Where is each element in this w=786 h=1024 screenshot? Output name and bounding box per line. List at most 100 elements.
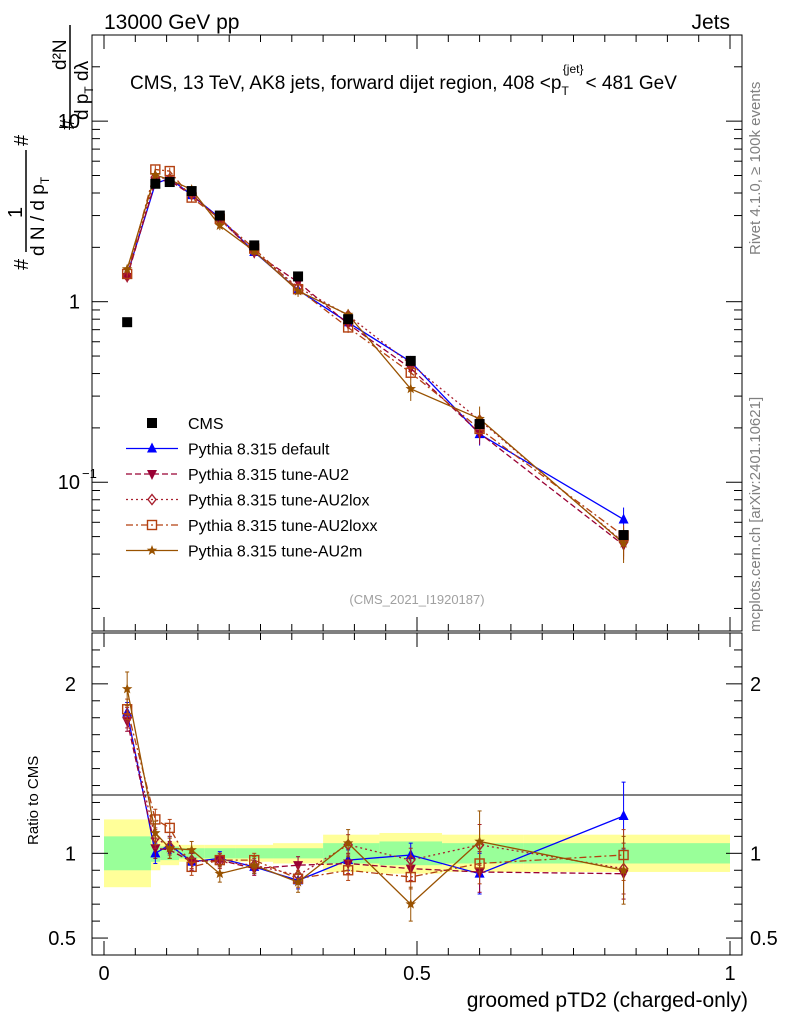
- cms-data-point: [214, 210, 225, 221]
- ratio-point-au2loxx: [186, 861, 197, 873]
- main-y-tick-label: 10: [58, 472, 80, 494]
- main-y-tick-label: 10: [58, 111, 80, 133]
- ratio-y-tick-label-right: 0.5: [750, 928, 778, 950]
- cms-data-point: [618, 530, 629, 541]
- legend-marker-cms: [147, 418, 157, 428]
- ratio-point-au2: [150, 844, 161, 855]
- ratio-y-tick-label-right: 1: [750, 843, 761, 865]
- legend-label-default: Pythia 8.315 default: [188, 442, 330, 459]
- series-line-au2: [126, 179, 624, 546]
- chart-title: CMS, 13 TeV, AK8 jets, forward dijet reg…: [130, 62, 677, 98]
- ratio-band-inner: [273, 848, 324, 859]
- series-point-au2loxx: [405, 367, 416, 378]
- ratio-point-au2m: [214, 868, 226, 879]
- series-point-au2m: [618, 537, 629, 548]
- series-point-default: [618, 513, 629, 524]
- analysis-watermark: (CMS_2021_I1920187): [349, 592, 484, 607]
- ratio-y-tick-label: 2: [65, 674, 76, 696]
- ratio-point-au2m: [186, 844, 197, 855]
- legend-entry-au2lox: Pythia 8.315 tune-AU2lox: [126, 493, 369, 510]
- series-au2loxx: [121, 164, 629, 549]
- legend-entry-cms: CMS: [147, 416, 224, 433]
- series-point-au2m: [249, 245, 260, 256]
- x-axis-label: groomed pTD2 (charged-only): [467, 989, 748, 1012]
- legend-marker-au2: [147, 470, 157, 480]
- cms-data-point: [164, 177, 175, 188]
- ratio-point-default: [618, 810, 629, 821]
- svg-text:d pT dλ: d pT dλ: [72, 60, 96, 120]
- svg-text:#: #: [57, 118, 79, 130]
- ratio-point-au2loxx: [214, 854, 226, 866]
- ratio-point-au2m: [474, 835, 485, 846]
- svg-text:#: #: [11, 134, 33, 146]
- legend-marker-default: [147, 442, 157, 453]
- svg-text:#: #: [11, 258, 33, 270]
- x-tick-label: 0.5: [403, 963, 431, 985]
- series-point-au2m: [342, 309, 354, 320]
- series-point-au2m: [214, 220, 226, 231]
- series-line-au2lox: [126, 176, 625, 543]
- ratio-point-au2m: [150, 827, 161, 838]
- ratio-y-tick-label: 1: [65, 843, 76, 865]
- rivet-version-label: Rivet 4.1.0, ≥ 100k events: [747, 82, 764, 255]
- ratio-point-au2m: [618, 864, 629, 875]
- series-line-au2loxx: [126, 168, 624, 537]
- legend-label-au2lox: Pythia 8.315 tune-AU2lox: [188, 493, 369, 510]
- legend-marker-au2lox: [147, 493, 157, 506]
- cms-data-point: [249, 240, 260, 251]
- cms-data-point: [186, 186, 197, 197]
- series-point-au2m: [405, 383, 416, 394]
- legend-label-cms: CMS: [188, 416, 224, 433]
- legend-label-au2m: Pythia 8.315 tune-AU2m: [188, 544, 362, 561]
- legend-entry-au2: Pythia 8.315 tune-AU2: [126, 467, 349, 484]
- ratio-point-au2m: [249, 859, 260, 870]
- cms-data-point: [122, 317, 133, 328]
- x-tick-label: 0: [98, 963, 109, 985]
- ratio-point-au2loxx: [405, 871, 416, 883]
- ratio-line-au2lox: [126, 717, 624, 876]
- ratio-point-au2m: [164, 842, 175, 853]
- x-tick-label: 1: [724, 963, 735, 985]
- header-right-label: Jets: [691, 11, 730, 34]
- ratio-point-au2loxx: [164, 822, 175, 834]
- ratio-y-tick-label-right: 2: [750, 674, 761, 696]
- legend-marker-au2loxx: [146, 519, 158, 531]
- series-point-au2m: [292, 285, 304, 296]
- series-point-au2m: [121, 263, 133, 274]
- ratio-point-au2m: [121, 683, 133, 694]
- series-point-au2lox: [122, 269, 133, 283]
- ratio-point-au2m: [405, 898, 416, 909]
- cms-data-point: [343, 314, 354, 325]
- ratio-point-au2m: [292, 876, 304, 887]
- legend-entry-au2m: Pythia 8.315 tune-AU2m: [126, 544, 362, 561]
- main-y-tick-label: 1: [69, 292, 80, 314]
- ratio-band-inner: [104, 836, 151, 871]
- svg-text:d²N: d²N: [50, 39, 71, 70]
- ratio-point-au2: [293, 861, 304, 872]
- ratio-panel-frame: [91, 632, 743, 956]
- cms-data-point: [293, 271, 304, 282]
- legend-label-au2loxx: Pythia 8.315 tune-AU2loxx: [188, 518, 377, 535]
- ratio-series-au2m: [121, 671, 629, 922]
- ratio-y-axis-label: Ratio to CMS: [25, 756, 42, 845]
- legend-entry-au2loxx: Pythia 8.315 tune-AU2loxx: [126, 518, 377, 535]
- ratio-point-au2loxx: [342, 865, 354, 876]
- legend-label-au2: Pythia 8.315 tune-AU2: [188, 467, 349, 484]
- header-left-label: 13000 GeV pp: [104, 11, 239, 34]
- ratio-point-au2lox: [122, 711, 133, 724]
- main-panel-frame: [91, 34, 743, 632]
- ratio-band-inner: [523, 843, 730, 864]
- series-point-au2m: [474, 413, 485, 424]
- mcplots-label: mcplots.cern.ch [arXiv:2401.10621]: [747, 397, 764, 632]
- main-y-tick-exponent: −1: [82, 466, 97, 481]
- cms-data-point: [405, 355, 416, 366]
- cms-data-point: [150, 178, 161, 189]
- series-point-au2m: [150, 169, 161, 180]
- legend-marker-au2m: [146, 545, 158, 555]
- cms-data-point: [474, 419, 485, 430]
- svg-text:1: 1: [5, 207, 27, 218]
- ratio-point-au2m: [342, 837, 354, 848]
- ratio-y-tick-label: 0.5: [48, 928, 76, 950]
- main-y-axis-label: # 1 d N / d pT # # d²N d pT dλ: [5, 25, 96, 270]
